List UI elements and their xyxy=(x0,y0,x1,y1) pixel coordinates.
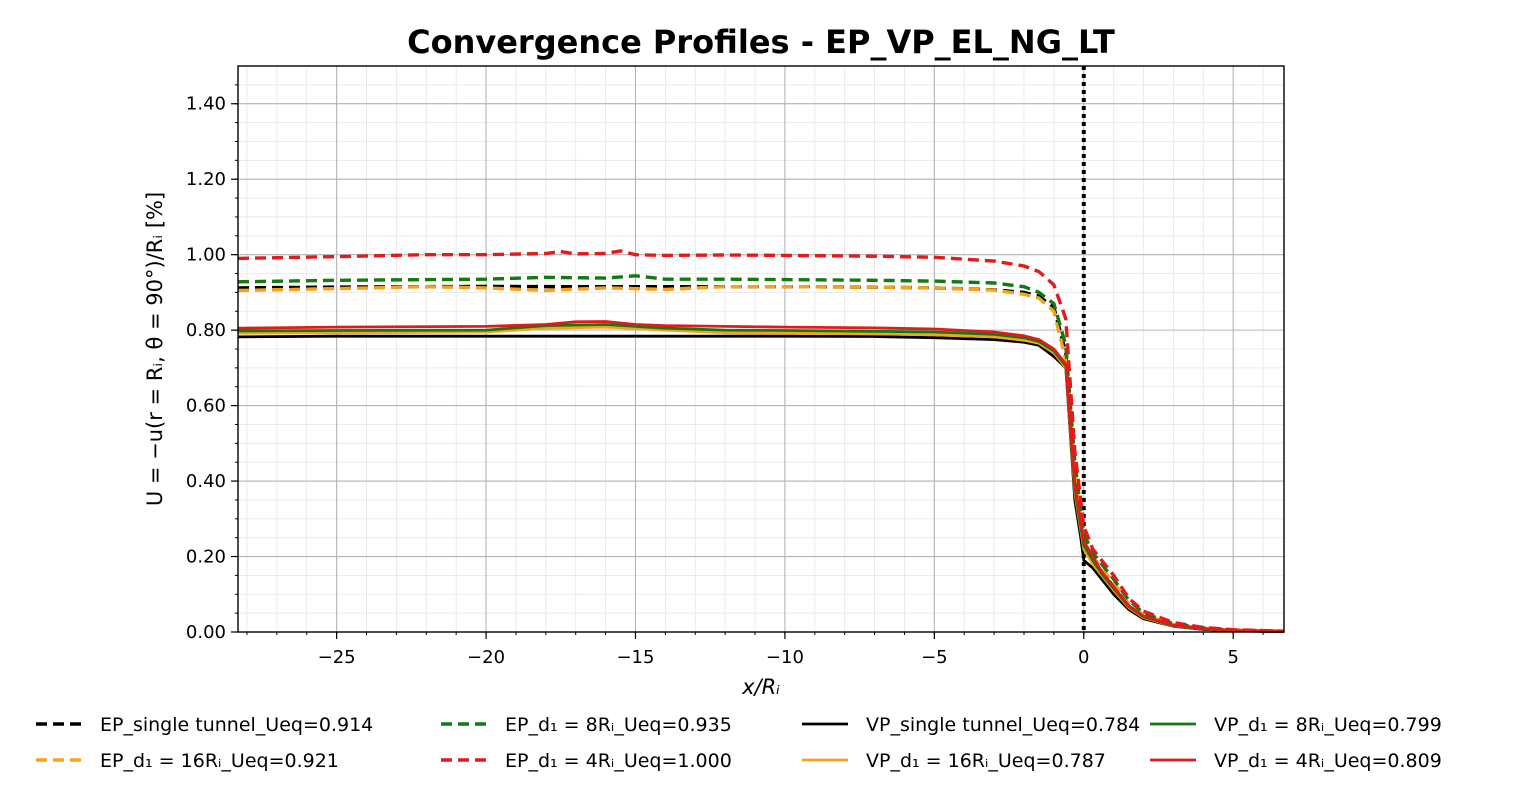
y-tick-label: 1.00 xyxy=(186,245,226,266)
x-tick-label: −10 xyxy=(766,647,804,668)
y-tick-label: 0.00 xyxy=(186,622,226,643)
x-tick-label: −15 xyxy=(616,647,654,668)
y-tick-label: 0.80 xyxy=(186,320,226,341)
legend-entry-label: EP_d₁ = 8Rᵢ_Ueq=0.935 xyxy=(505,714,732,736)
y-tick-label: 0.20 xyxy=(186,547,226,568)
chart-title: Convergence Profiles - EP_VP_EL_NG_LT xyxy=(407,23,1115,61)
legend-entry-label: VP_single tunnel_Ueq=0.784 xyxy=(866,714,1140,736)
legend-entry-label: VP_d₁ = 16Rᵢ_Ueq=0.787 xyxy=(866,750,1106,772)
ticks-layer: −25 −20 −15 −10 −5 0 5 0.00 0.20 0.40 0.60 0.80 1.00… xyxy=(186,84,1264,668)
x-tick-label: −25 xyxy=(318,647,356,668)
legend-entry-label: VP_d₁ = 8Rᵢ_Ueq=0.799 xyxy=(1214,714,1442,736)
series-line-7 xyxy=(237,320,1285,633)
series-line-5 xyxy=(237,323,1285,633)
legend: EP_single tunnel_Ueq=0.914 EP_d₁ = 16Rᵢ_U… xyxy=(36,714,1442,772)
x-axis-label: x/Rᵢ xyxy=(741,675,780,699)
y-tick-label: 0.60 xyxy=(186,396,226,417)
x-tick-label: −5 xyxy=(921,647,948,668)
legend-entry-label: EP_single tunnel_Ueq=0.914 xyxy=(100,714,373,736)
legend-entry-label: EP_d₁ = 4Rᵢ_Ueq=1.000 xyxy=(505,750,732,772)
series-line-6 xyxy=(237,249,1285,633)
x-tick-label: −20 xyxy=(467,647,505,668)
legend-entry-label: VP_d₁ = 4Rᵢ_Ueq=0.809 xyxy=(1214,750,1442,772)
series-layer xyxy=(237,249,1285,633)
grid xyxy=(238,66,1284,633)
x-tick-label: 0 xyxy=(1078,647,1089,668)
series-line-3 xyxy=(237,325,1285,633)
legend-entry-label: EP_d₁ = 16Rᵢ_Ueq=0.921 xyxy=(100,750,339,772)
x-tick-label: 5 xyxy=(1227,647,1238,668)
y-tick-label: 1.40 xyxy=(186,94,226,115)
y-tick-label: 1.20 xyxy=(186,169,226,190)
y-axis-label: U = −u(r = Rᵢ, θ = 90°)/Rᵢ [%] xyxy=(143,192,167,506)
series-line-2 xyxy=(237,285,1285,633)
y-tick-label: 0.40 xyxy=(186,471,226,492)
series-line-0 xyxy=(237,284,1285,633)
series-line-1 xyxy=(237,334,1285,633)
